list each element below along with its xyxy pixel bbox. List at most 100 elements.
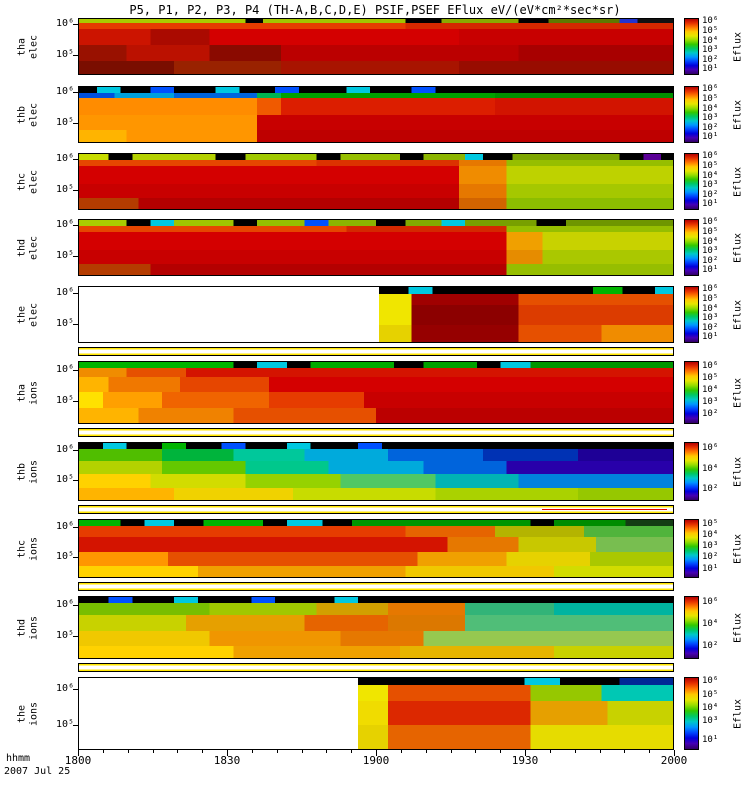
colorbar-tick-label: 10² bbox=[702, 190, 719, 201]
panel-label-line: the bbox=[16, 704, 28, 723]
panel-label-line: elec bbox=[28, 235, 39, 260]
y-tick-label: 10⁵ bbox=[55, 184, 74, 196]
panel-label-thb-elec: thb elec bbox=[17, 102, 40, 126]
colorbar-tick-label: 10⁵ bbox=[702, 373, 719, 383]
spectrogram-band bbox=[79, 615, 673, 632]
colorbar-axis-label: Eflux bbox=[732, 533, 744, 564]
y-tick-mark bbox=[73, 190, 78, 192]
x-minor-tick bbox=[152, 750, 154, 753]
panel-label-line: thb bbox=[16, 462, 28, 481]
x-minor-tick bbox=[202, 750, 204, 753]
y-tick-label: 10⁵ bbox=[55, 630, 74, 642]
colorbar-tick-label: 10² bbox=[702, 641, 719, 652]
panel-label-line: thd bbox=[16, 618, 28, 637]
colorbar-thc-elec bbox=[684, 153, 699, 210]
colorbar-tick-label: 10¹ bbox=[702, 265, 719, 276]
colorbar-tick-label: 10³ bbox=[702, 45, 719, 56]
spectrogram-thb-ions bbox=[78, 442, 674, 501]
y-tick-mark bbox=[73, 91, 78, 93]
y-tick-label: 10⁵ bbox=[55, 550, 74, 562]
colorbar-tick-label: 10⁵ bbox=[702, 689, 719, 700]
colorbar-axis-label: Eflux bbox=[732, 232, 744, 263]
spectrogram-thd-elec bbox=[78, 219, 674, 276]
colorbar-tick-label: 10⁴ bbox=[702, 463, 719, 474]
spectrogram-band bbox=[79, 263, 673, 275]
colorbar-tick-label: 10² bbox=[702, 408, 719, 419]
colorbar-tick-label: 10⁶ bbox=[702, 361, 719, 372]
spectrogram-band bbox=[79, 685, 673, 701]
colorbar-tick-label: 10³ bbox=[702, 715, 719, 726]
x-minor-tick bbox=[425, 750, 427, 753]
panel-label-line: thb bbox=[16, 105, 28, 124]
panel-label-line: tha bbox=[16, 37, 28, 56]
colorbar-tick-label: 10⁶ bbox=[702, 217, 719, 228]
y-tick-label: 10⁶ bbox=[55, 521, 74, 533]
colorbar-thb-ions bbox=[684, 442, 699, 501]
x-tick-mark bbox=[78, 750, 79, 756]
panel-label-thc-elec: thc elec bbox=[17, 169, 40, 193]
x-minor-tick bbox=[475, 750, 477, 753]
colorbar-tick-label: 10⁵ bbox=[702, 227, 719, 238]
y-tick-label: 10⁵ bbox=[55, 317, 74, 329]
x-minor-tick bbox=[500, 750, 502, 753]
y-tick-label: 10⁶ bbox=[55, 85, 74, 97]
y-tick-mark bbox=[73, 23, 78, 25]
colorbar-tick-label: 10⁵ bbox=[702, 518, 719, 529]
colorbar-axis-label: Eflux bbox=[732, 166, 744, 197]
spectrogram-band bbox=[79, 249, 673, 264]
colorbar-tick-label: 10⁴ bbox=[702, 35, 719, 46]
y-tick-label: 10⁵ bbox=[55, 719, 74, 731]
y-tick-label: 10⁶ bbox=[55, 17, 74, 29]
spectrogram-band bbox=[79, 287, 673, 294]
spectrogram-band bbox=[79, 293, 673, 305]
x-tick-label: 1900 bbox=[362, 754, 390, 767]
y-tick-mark bbox=[73, 224, 78, 226]
colorbar-tick-label: 10³ bbox=[702, 541, 719, 552]
spectrogram-the-ions bbox=[78, 677, 674, 750]
x-minor-tick bbox=[127, 750, 129, 753]
spectrogram-thc-elec bbox=[78, 153, 674, 210]
panel-label-tha-elec: tha elec bbox=[17, 34, 40, 58]
colorbar-tick-label: 10¹ bbox=[702, 734, 719, 745]
x-tick-label: 2000 bbox=[660, 754, 688, 767]
quality-flag-bar bbox=[78, 505, 674, 514]
spectrogram-band bbox=[79, 325, 673, 342]
panel-label-line: ions bbox=[28, 459, 39, 484]
colorbar-tick-label: 10³ bbox=[702, 113, 719, 124]
panel-label-line: ions bbox=[28, 536, 39, 561]
x-tick-mark bbox=[525, 750, 526, 756]
figure-title: P5, P1, P2, P3, P4 (TH-A,B,C,D,E) PSIF,P… bbox=[129, 3, 621, 17]
y-tick-mark bbox=[73, 636, 78, 638]
y-tick-label: 10⁵ bbox=[55, 473, 74, 485]
colorbar-tick-label: 10³ bbox=[702, 246, 719, 257]
x-minor-tick bbox=[326, 750, 328, 753]
colorbar-tha-ions bbox=[684, 361, 699, 424]
panel-label-thd-ions: thd ions bbox=[17, 615, 40, 639]
panel-label-tha-ions: tha ions bbox=[17, 380, 40, 404]
spectrogram-band bbox=[79, 565, 673, 577]
y-tick-label: 10⁵ bbox=[55, 250, 74, 262]
x-tick-mark bbox=[227, 750, 228, 756]
panel-label-line: ions bbox=[28, 615, 39, 640]
spectrogram-band bbox=[79, 520, 673, 527]
spectrogram-band bbox=[79, 87, 673, 93]
y-tick-label: 10⁶ bbox=[55, 682, 74, 694]
colorbar-thb-elec bbox=[684, 86, 699, 143]
spectrogram-band bbox=[79, 19, 673, 24]
colorbar-tick-label: 10⁴ bbox=[702, 170, 719, 181]
spectrogram-band bbox=[79, 197, 673, 209]
y-tick-label: 10⁵ bbox=[55, 395, 74, 407]
y-tick-mark bbox=[73, 256, 78, 258]
colorbar-tick-label: 10⁵ bbox=[702, 94, 719, 105]
x-minor-tick bbox=[599, 750, 601, 753]
colorbar-tick-label: 10⁶ bbox=[702, 442, 719, 453]
spectrogram-band bbox=[79, 60, 673, 74]
spectrogram-tha-ions bbox=[78, 361, 674, 424]
quality-flag-bar bbox=[78, 347, 674, 356]
y-tick-mark bbox=[73, 55, 78, 57]
x-minor-tick bbox=[251, 750, 253, 753]
spectrogram-the-elec bbox=[78, 286, 674, 343]
colorbar-tick-label: 10² bbox=[702, 55, 719, 66]
panel-label-thd-elec: thd elec bbox=[17, 235, 40, 259]
x-minor-tick bbox=[351, 750, 353, 753]
